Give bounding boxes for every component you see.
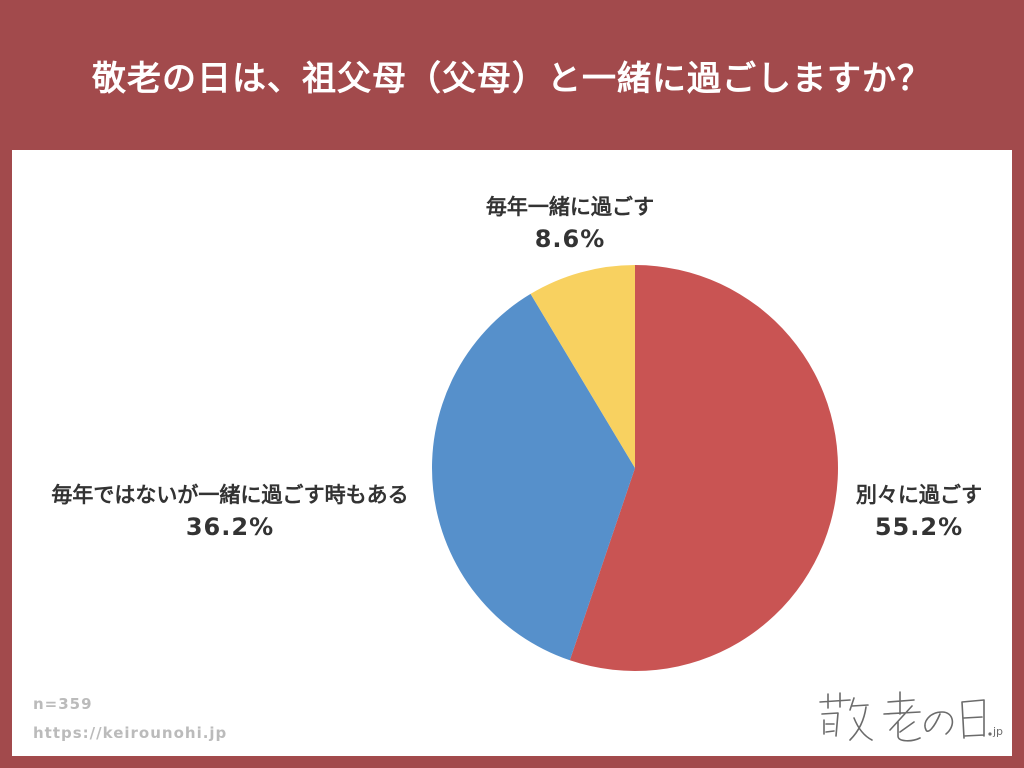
chart-card: 別々に過ごす 55.2% 毎年ではないが一緒に過ごす時もある 36.2% 毎年一…	[12, 150, 1012, 756]
slice-percent: 8.6%	[534, 225, 606, 253]
pie-chart	[431, 265, 838, 671]
slice-label-separately: 別々に過ごす 55.2%	[844, 480, 994, 544]
pie-slice-every-year	[530, 265, 635, 468]
slice-name: 毎年ではないが一緒に過ごす時もある	[51, 483, 409, 507]
slice-label-every-year: 毎年一緒に過ごす 8.6%	[445, 192, 695, 256]
slice-name: 毎年一緒に過ごす	[485, 195, 655, 219]
page-title: 敬老の日は、祖父母（父母）と一緒に過ごしますか？	[92, 58, 932, 99]
site-logo: jp	[819, 691, 1003, 742]
slice-name: 別々に過ごす	[855, 483, 983, 507]
slice-label-sometimes: 毎年ではないが一緒に過ごす時もある 36.2%	[20, 480, 440, 544]
svg-text:jp: jp	[992, 725, 1003, 738]
slice-percent: 55.2%	[874, 513, 964, 541]
source-url: https://keirounohi.jp	[33, 724, 228, 742]
sample-size: n=359	[33, 695, 93, 713]
slice-percent: 36.2%	[185, 513, 275, 541]
pie-slice-sometimes	[431, 293, 635, 661]
pie-slice-separately	[569, 265, 838, 671]
header-bar: 敬老の日は、祖父母（父母）と一緒に過ごしますか？	[0, 0, 1024, 150]
